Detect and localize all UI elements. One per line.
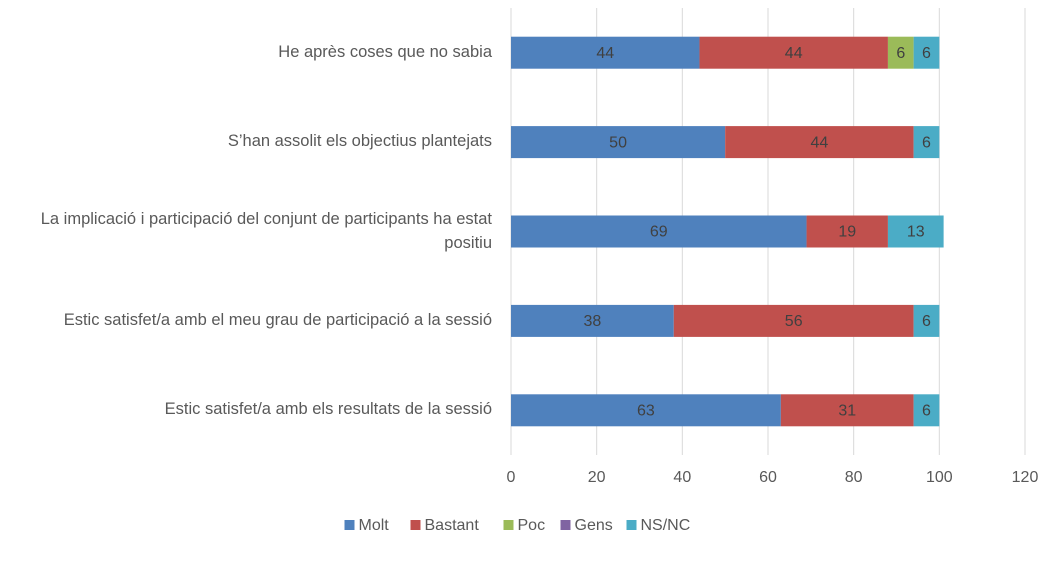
bar-segment xyxy=(887,36,914,69)
data-label: 44 xyxy=(785,45,803,62)
legend-swatch xyxy=(344,520,355,530)
category-label: Estic satisfet/a amb els resultats de la… xyxy=(164,400,492,419)
category-label: He après coses que no sabia xyxy=(278,42,492,61)
x-tick-label: 120 xyxy=(1012,469,1039,486)
x-tick-label: 60 xyxy=(759,469,777,486)
data-label: 31 xyxy=(838,403,856,420)
bar-segment xyxy=(511,36,700,69)
x-tick-label: 80 xyxy=(845,469,863,486)
data-label: 19 xyxy=(838,224,856,241)
data-label: 13 xyxy=(907,224,925,241)
bar-segment xyxy=(673,304,914,337)
category-label: La implicació i participació del conjunt… xyxy=(40,209,492,252)
legend-swatch xyxy=(410,520,421,530)
data-label: 6 xyxy=(922,313,931,330)
data-label: 38 xyxy=(583,313,601,330)
category-label: Estic satisfet/a amb el meu grau de part… xyxy=(63,310,492,329)
bar-segment xyxy=(511,394,781,427)
data-label: 63 xyxy=(637,403,655,420)
legend-label: Molt xyxy=(359,517,390,534)
bar-segment xyxy=(913,394,940,427)
x-tick-label: 100 xyxy=(926,469,953,486)
bar-segment xyxy=(913,304,940,337)
legend-label: NS/NC xyxy=(641,517,691,534)
data-label: 6 xyxy=(922,45,931,62)
bar-segment xyxy=(511,126,726,159)
legend-swatch xyxy=(560,520,571,530)
data-label: 44 xyxy=(596,45,614,62)
bar-segment xyxy=(699,36,888,69)
data-label: 6 xyxy=(896,45,905,62)
bar-segment xyxy=(887,215,944,248)
bar-segment xyxy=(913,36,940,69)
legend-label: Bastant xyxy=(425,517,480,534)
data-label: 56 xyxy=(785,313,803,330)
x-tick-label: 20 xyxy=(588,469,606,486)
category-label: S’han assolit els objectius plantejats xyxy=(227,132,492,151)
data-label: 50 xyxy=(609,134,627,151)
bar-segment xyxy=(806,215,888,248)
legend-swatch xyxy=(626,520,637,530)
bar-segment xyxy=(511,304,674,337)
legend-label: Gens xyxy=(575,517,613,534)
data-label: 6 xyxy=(922,403,931,420)
bar-segment xyxy=(511,215,807,248)
data-label: 44 xyxy=(811,134,829,151)
x-tick-label: 40 xyxy=(673,469,691,486)
x-tick-label: 0 xyxy=(507,469,516,486)
legend-label: Poc xyxy=(518,517,546,534)
bar-segment xyxy=(725,126,914,159)
legend-swatch xyxy=(503,520,514,530)
bar-segment xyxy=(780,394,914,427)
data-label: 69 xyxy=(650,224,668,241)
bar-segment xyxy=(913,126,940,159)
data-label: 6 xyxy=(922,134,931,151)
